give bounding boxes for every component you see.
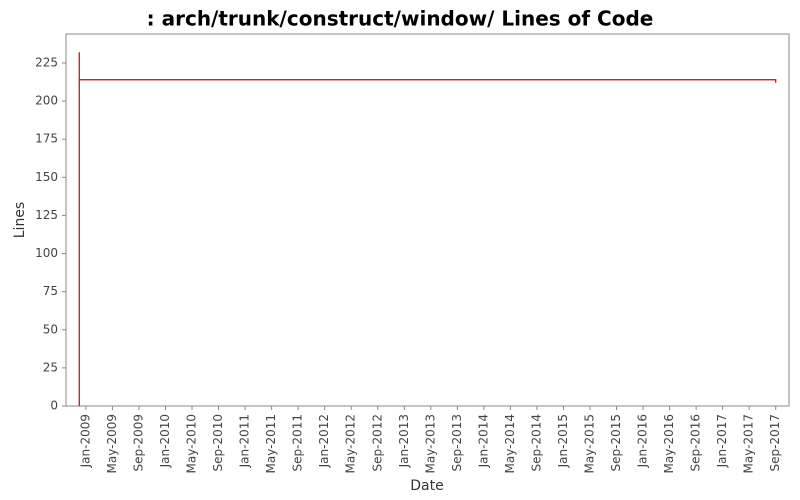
x-tick-label: Sep-2009 [131, 414, 145, 472]
x-tick-label: Sep-2011 [291, 414, 305, 472]
x-tick-label: Sep-2014 [529, 414, 543, 472]
x-tick-label: May-2011 [264, 414, 278, 473]
x-tick-label: Sep-2010 [211, 414, 225, 472]
x-tick-label: Jan-2016 [636, 414, 650, 468]
x-tick-label: May-2009 [105, 414, 119, 473]
y-tick-label: 200 [35, 94, 58, 108]
x-tick-label: Jan-2015 [556, 414, 570, 468]
x-tick-label: Jan-2014 [476, 414, 490, 468]
x-tick-label: May-2013 [423, 414, 437, 473]
y-tick-label: 100 [35, 246, 58, 260]
x-tick-label: Sep-2015 [609, 414, 623, 472]
x-tick-label: May-2017 [742, 414, 756, 473]
x-tick-label: Sep-2012 [370, 414, 384, 472]
x-tick-label: Jan-2009 [78, 414, 92, 468]
y-axis-label: Lines [12, 202, 28, 238]
y-tick-label: 0 [50, 399, 58, 413]
x-tick-label: May-2012 [344, 414, 358, 473]
chart-title: : arch/trunk/construct/window/ Lines of … [147, 7, 654, 31]
x-tick-label: Jan-2017 [715, 414, 729, 468]
x-axis-label: Date [410, 478, 443, 494]
x-tick-label: Jan-2012 [317, 414, 331, 468]
y-tick-label: 75 [43, 284, 58, 298]
data-line [78, 52, 777, 406]
x-tick-label: Jan-2013 [397, 414, 411, 468]
y-tick-label: 175 [35, 132, 58, 146]
x-tick-label: May-2015 [583, 414, 597, 473]
x-tick-label: Jan-2011 [238, 414, 252, 468]
y-tick-label: 150 [35, 170, 58, 184]
y-tick-label: 50 [43, 322, 58, 336]
x-tick-label: May-2010 [185, 414, 199, 473]
y-tick-label: 225 [35, 55, 58, 69]
x-tick-label: Jan-2010 [158, 414, 172, 468]
plot-area [65, 33, 790, 407]
y-tick-label: 125 [35, 208, 58, 222]
x-tick-label: May-2016 [662, 414, 676, 473]
x-tick-label: Sep-2016 [689, 414, 703, 472]
x-tick-label: May-2014 [503, 414, 517, 473]
x-tick-label: Sep-2013 [450, 414, 464, 472]
y-tick-label: 25 [43, 360, 58, 374]
x-tick-label: Sep-2017 [768, 414, 782, 472]
